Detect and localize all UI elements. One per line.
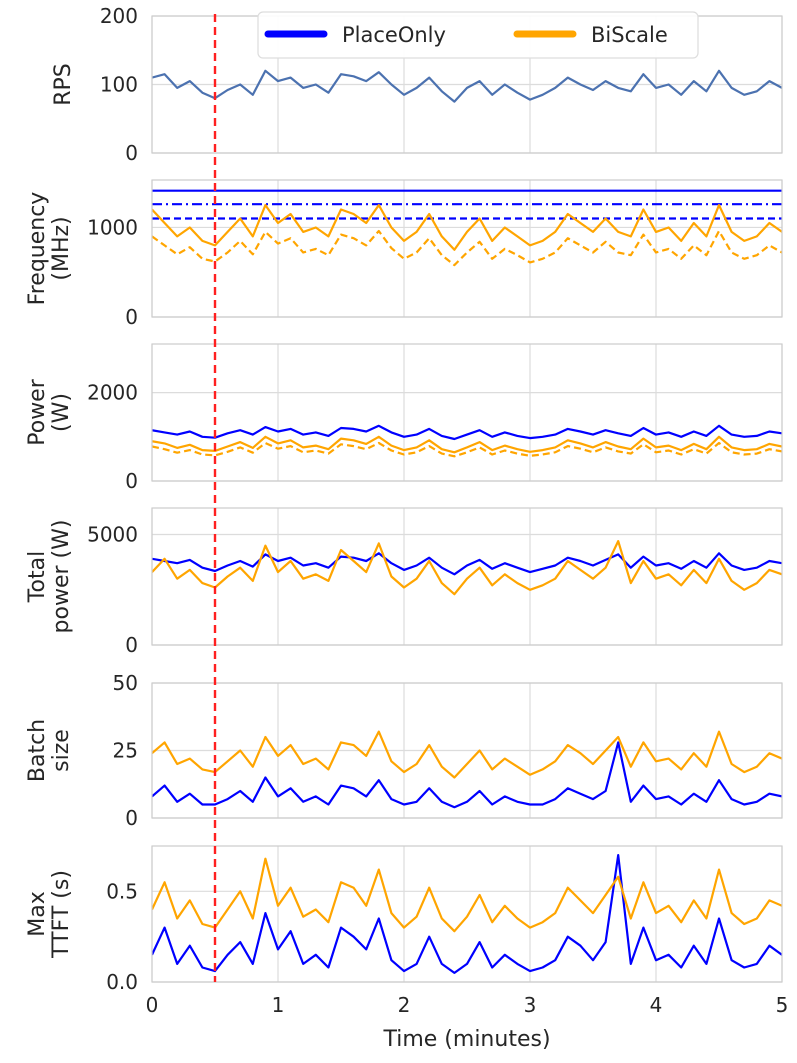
x-tick-label: 1 <box>272 993 285 1017</box>
y-axis-title: Power <box>25 378 50 445</box>
y-axis-title: (W) <box>49 393 74 432</box>
legend-frame <box>257 11 699 59</box>
y-tick-label: 1000 <box>87 215 138 239</box>
y-axis-title: power (W) <box>49 520 74 634</box>
series-group <box>152 730 782 809</box>
y-tick-label: 100 <box>100 73 138 97</box>
y-tick-label: 200 <box>100 4 138 28</box>
panel-border <box>151 179 783 318</box>
y-tick-label: 0 <box>125 633 138 657</box>
y-axis-title: size <box>49 729 74 772</box>
series-line-biscale <box>152 539 782 596</box>
y-tick-label: 0 <box>125 469 138 493</box>
legend-label-biscale: BiScale <box>591 23 668 47</box>
series-line-biscale <box>152 435 782 454</box>
y-axis-title: Total <box>25 551 50 603</box>
panel-background <box>152 846 782 982</box>
y-tick-label: 0 <box>125 806 138 830</box>
series-group <box>152 853 782 975</box>
y-axis-title: (MHz) <box>49 216 74 280</box>
panel-max_ttft: 0.0 0.5 Max TTFT (s) <box>25 845 783 994</box>
y-tick-label: 0 <box>125 305 138 329</box>
y-tick-label: 0.5 <box>106 879 138 903</box>
x-axis: Time (minutes) 0 1 2 3 4 5 <box>146 993 789 1052</box>
series-line-biscale <box>152 730 782 779</box>
series-line-biscale <box>152 857 782 933</box>
y-tick-label: 25 <box>113 739 138 763</box>
y-tick-label: 5000 <box>87 523 138 547</box>
x-tick-label: 3 <box>524 993 537 1017</box>
panel-background <box>152 344 782 481</box>
y-axis-title: Batch <box>25 719 50 782</box>
series-line-rps <box>152 69 782 103</box>
series-line-placeonly <box>152 552 782 576</box>
series-group <box>152 69 782 103</box>
x-tick-label: 0 <box>146 993 159 1017</box>
panel-frequency: 0 1000 Frequency (MHz) <box>25 179 783 329</box>
y-tick-label: 0 <box>125 141 138 165</box>
panel-border <box>151 845 783 983</box>
series-line-placeonly <box>152 853 782 975</box>
panel-background <box>152 180 782 317</box>
series-group <box>152 539 782 596</box>
x-axis-title: Time (minutes) <box>382 1027 550 1052</box>
series-line-placeonly <box>152 424 782 441</box>
series-group <box>152 189 782 267</box>
y-axis-title: TTFT (s) <box>49 870 74 959</box>
legend-label-placeonly: PlaceOnly <box>342 23 446 47</box>
series-line-biscale-gpu-1 <box>152 204 782 251</box>
panel-border <box>151 507 783 646</box>
y-axis-title: Frequency <box>25 192 50 306</box>
legend: PlaceOnly BiScale <box>257 11 699 59</box>
y-axis-title: RPS <box>51 63 76 106</box>
x-tick-label: 5 <box>776 993 789 1017</box>
series-group <box>152 424 782 458</box>
panel-batch_size: 0 25 50 Batch size <box>25 671 783 830</box>
panel-border <box>151 343 783 482</box>
panel-total_power: 0 5000 Total power (W) <box>25 507 783 657</box>
panel-power: 0 2000 Power (W) <box>25 343 783 493</box>
series-line-biscale-gpu-2 <box>152 229 782 267</box>
series-line-biscale-gpu-2 <box>152 441 782 458</box>
series-line-placeonly <box>152 741 782 809</box>
y-axis-title: Max <box>25 891 50 936</box>
y-tick-label: 0.0 <box>106 970 138 994</box>
y-tick-label: 50 <box>113 671 138 695</box>
panels-layer: 0 100 200 RPS 0 1000 Frequency (MHz) 0 2000 Power(… <box>25 4 783 994</box>
panel-background <box>152 508 782 645</box>
panel-border <box>151 682 783 819</box>
x-tick-label: 4 <box>650 993 663 1017</box>
y-tick-label: 2000 <box>87 381 138 405</box>
x-tick-label: 2 <box>398 993 411 1017</box>
